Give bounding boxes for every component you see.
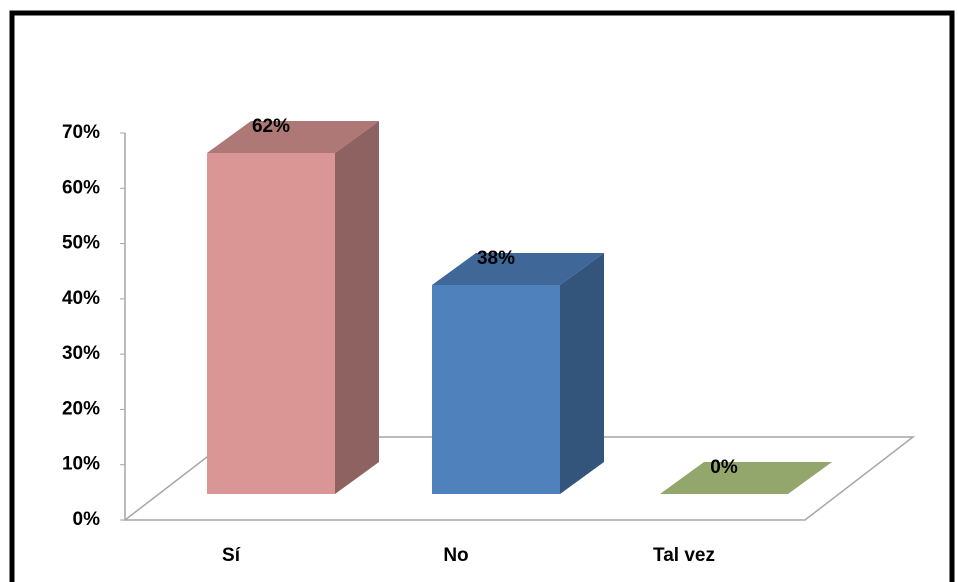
bar-top [660,462,832,494]
bar [660,462,832,494]
y-tick-label: 0% [73,509,101,530]
bar-front [207,153,335,494]
bar-side [335,121,379,494]
x-tick-label: Sí [222,545,241,566]
frame [9,10,955,582]
bar [207,121,379,494]
y-tick-label: 60% [62,177,100,198]
data-label: 38% [477,248,515,269]
data-label: 62% [252,116,290,137]
y-tick-label: 10% [62,454,100,475]
bar [432,253,604,494]
x-tick-label: Tal vez [653,545,715,566]
y-tick-label: 40% [62,288,100,309]
data-label: 0% [710,457,738,478]
bar-front [432,285,560,494]
floor [122,436,916,521]
y-tick-label: 30% [62,343,100,364]
x-tick-label: No [443,545,468,566]
bar-side [560,253,604,494]
y-tick-label: 70% [62,122,100,143]
bar-top [432,253,604,285]
y-tick-label: 20% [62,398,100,419]
y-tick-label: 50% [62,233,100,254]
bar-top [207,121,379,153]
